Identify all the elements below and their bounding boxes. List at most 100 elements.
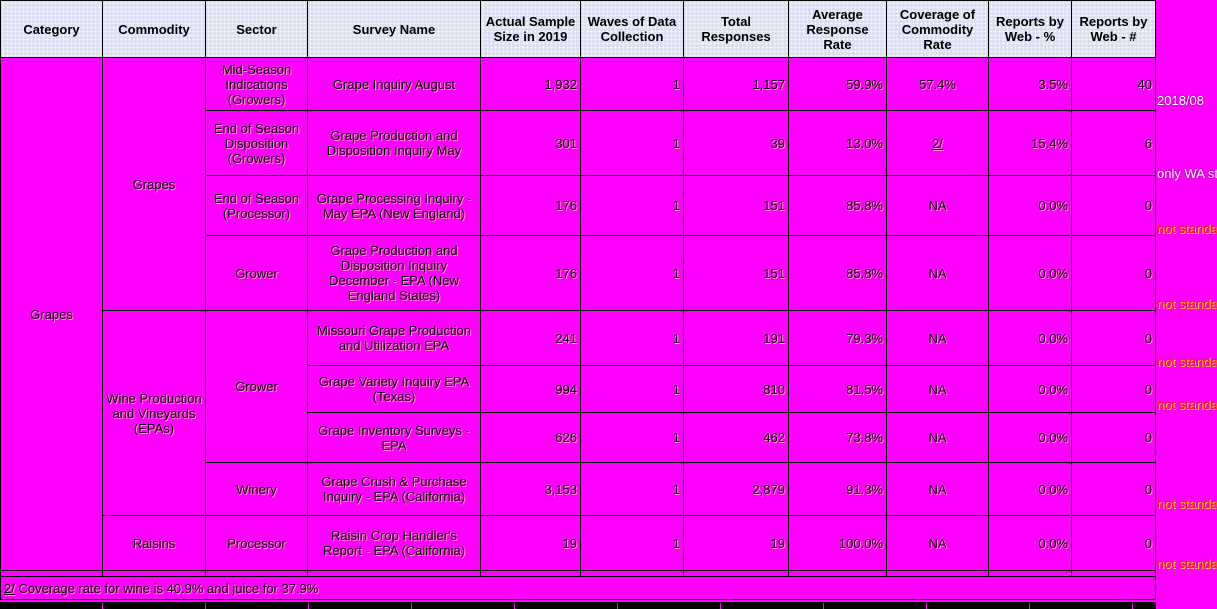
cell-web-pct[interactable]: 0.0% (988, 412, 1072, 463)
cell-sample[interactable]: 301 (480, 110, 581, 176)
cell-web-pct[interactable]: 3.5% (988, 57, 1072, 111)
cell-web-num[interactable]: 40 (1071, 57, 1156, 111)
cell-survey[interactable]: Grape Production and Disposition Inquiry… (307, 235, 481, 311)
cell-web-pct[interactable]: 0.0% (988, 235, 1072, 311)
cell-survey[interactable]: Grape Inquiry August (307, 57, 481, 111)
header-sector[interactable]: Sector (205, 0, 308, 58)
cell-web-num[interactable]: 0 (1071, 365, 1156, 413)
cell-sample[interactable]: 176 (480, 175, 581, 236)
cell-web-pct[interactable]: 15.4% (988, 110, 1072, 176)
cell-web-pct[interactable]: 0.0% (988, 462, 1072, 516)
footnote-cell[interactable]: 2/ Coverage rate for wine is 40.9% and j… (0, 576, 1156, 600)
cell-responses[interactable]: 191 (683, 310, 789, 366)
header-web-pct[interactable]: Reports by Web - % (988, 0, 1072, 58)
header-coverage-rate[interactable]: Coverage of Commodity Rate (886, 0, 989, 58)
cell-web-num[interactable]: 6 (1071, 110, 1156, 176)
header-waves[interactable]: Waves of Data Collection (580, 0, 684, 58)
header-survey-name[interactable]: Survey Name (307, 0, 481, 58)
cell-web-pct[interactable]: 0.0% (988, 515, 1072, 571)
header-category[interactable]: Category (0, 0, 103, 58)
cell-avg-rate[interactable]: 59.9% (788, 57, 887, 111)
cell-responses[interactable]: 2,879 (683, 462, 789, 516)
cell-sample[interactable]: 241 (480, 310, 581, 366)
cell-coverage[interactable]: NA (886, 175, 989, 236)
cell-web-num[interactable]: 0 (1071, 175, 1156, 236)
survey-data-table: Category Commodity Sector Survey Name Ac… (0, 0, 1156, 600)
cell-web-pct[interactable]: 0.0% (988, 175, 1072, 236)
cell-survey[interactable]: Grape Inventory Surveys - EPA (307, 412, 481, 463)
cell-avg-rate[interactable]: 100.0% (788, 515, 887, 571)
header-avg-response-rate[interactable]: Average Response Rate (788, 0, 887, 58)
cell-avg-rate[interactable]: 85.8% (788, 235, 887, 311)
cell-waves[interactable]: 1 (580, 515, 684, 571)
cell-sample[interactable]: 3,153 (480, 462, 581, 516)
cell-commodity-raisins[interactable]: Raisins (102, 515, 206, 571)
cell-coverage[interactable]: NA (886, 235, 989, 311)
table-row: Wine Production and Vineyards (EPAs) Gro… (1, 310, 1156, 516)
margin-note-not-standard: not standa (1157, 556, 1217, 571)
cell-responses[interactable]: 810 (683, 365, 789, 413)
cell-responses[interactable]: 1,157 (683, 57, 789, 111)
cell-avg-rate[interactable]: 73.8% (788, 412, 887, 463)
cell-avg-rate[interactable]: 91.3% (788, 462, 887, 516)
header-commodity[interactable]: Commodity (102, 0, 206, 58)
cell-survey[interactable]: Raisin Crop Handler's Report - EPA (Cali… (307, 515, 481, 571)
cell-sector-grower[interactable]: Grower (205, 310, 308, 463)
cell-coverage[interactable]: NA (886, 462, 989, 516)
cell-waves[interactable]: 1 (580, 57, 684, 111)
cell-survey[interactable]: Grape Processing Inquiry - May EPA (New … (307, 175, 481, 236)
cell-avg-rate[interactable]: 79.3% (788, 310, 887, 366)
cell-survey[interactable]: Grape Crush & Purchase Inquiry - EPA (Ca… (307, 462, 481, 516)
cell-responses[interactable]: 19 (683, 515, 789, 571)
cell-waves[interactable]: 1 (580, 235, 684, 311)
cell-responses[interactable]: 39 (683, 110, 789, 176)
cell-sector[interactable]: Mid-Season Indications (Growers) (205, 57, 308, 111)
cell-sector[interactable]: End of Season (Processor) (205, 175, 308, 236)
cell-category-grapes[interactable]: Grapes (0, 57, 103, 571)
cell-waves[interactable]: 1 (580, 462, 684, 516)
cell-coverage[interactable]: NA (886, 365, 989, 413)
cell-coverage[interactable]: NA (886, 515, 989, 571)
cell-sector[interactable]: Winery (205, 462, 308, 516)
cell-responses[interactable]: 151 (683, 175, 789, 236)
cell-web-num[interactable]: 0 (1071, 515, 1156, 571)
cell-coverage[interactable]: 57.4% (886, 57, 989, 111)
header-total-responses[interactable]: Total Responses (683, 0, 789, 58)
cell-waves[interactable]: 1 (580, 110, 684, 176)
cell-web-num[interactable]: 0 (1071, 462, 1156, 516)
cell-sample[interactable]: 1,932 (480, 57, 581, 111)
cell-coverage[interactable]: NA (886, 310, 989, 366)
cell-survey[interactable]: Grape Production and Disposition Inquiry… (307, 110, 481, 176)
header-row: Category Commodity Sector Survey Name Ac… (0, 0, 1156, 58)
cell-survey[interactable]: Grape Variety Inquiry EPA (Texas) (307, 365, 481, 413)
cell-avg-rate[interactable]: 13.0% (788, 110, 887, 176)
cell-sample[interactable]: 626 (480, 412, 581, 463)
header-web-num[interactable]: Reports by Web - # (1071, 0, 1156, 58)
cell-sample[interactable]: 19 (480, 515, 581, 571)
cell-survey[interactable]: Missouri Grape Production and Utilizatio… (307, 310, 481, 366)
cell-avg-rate[interactable]: 85.8% (788, 175, 887, 236)
cell-web-num[interactable]: 0 (1071, 310, 1156, 366)
cell-responses[interactable]: 462 (683, 412, 789, 463)
cell-waves[interactable]: 1 (580, 365, 684, 413)
cell-coverage[interactable]: NA (886, 412, 989, 463)
cell-waves[interactable]: 1 (580, 175, 684, 236)
cell-sector[interactable]: Processor (205, 515, 308, 571)
cell-sample[interactable]: 994 (480, 365, 581, 413)
header-sample-size[interactable]: Actual Sample Size in 2019 (480, 0, 581, 58)
cell-web-pct[interactable]: 0.0% (988, 310, 1072, 366)
cell-sample[interactable]: 176 (480, 235, 581, 311)
table-row: Winery Grape Crush & Purchase Inquiry - … (1, 462, 1156, 516)
cell-commodity-wine[interactable]: Wine Production and Vineyards (EPAs) (102, 310, 206, 516)
cell-coverage-footnote[interactable]: 2/ (886, 110, 989, 176)
cell-responses[interactable]: 151 (683, 235, 789, 311)
cell-web-pct[interactable]: 0.0% (988, 365, 1072, 413)
cell-waves[interactable]: 1 (580, 310, 684, 366)
cell-commodity-grapes[interactable]: Grapes (102, 57, 206, 311)
cell-avg-rate[interactable]: 81.5% (788, 365, 887, 413)
cell-sector[interactable]: Grower (205, 235, 308, 311)
cell-waves[interactable]: 1 (580, 412, 684, 463)
cell-sector[interactable]: End of Season Disposition (Growers) (205, 110, 308, 176)
cell-web-num[interactable]: 0 (1071, 235, 1156, 311)
cell-web-num[interactable]: 0 (1071, 412, 1156, 463)
